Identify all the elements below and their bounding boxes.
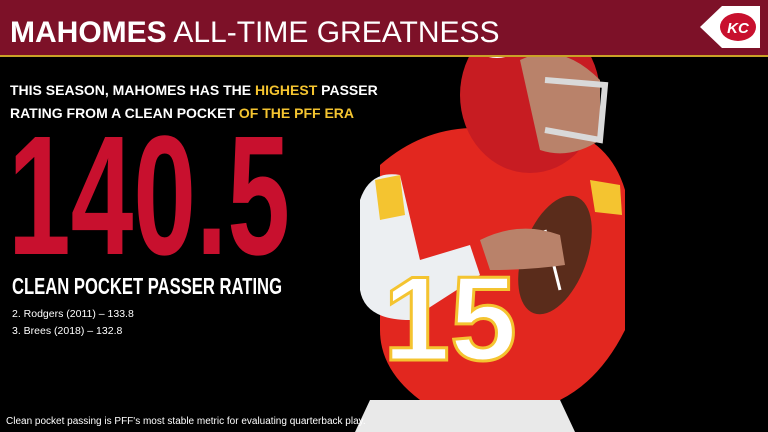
intro-text: PASSER [317,82,377,98]
header-title: MAHOMES ALL-TIME GREATNESS [10,16,500,49]
title-bold: MAHOMES [10,16,167,49]
intro-text: THIS SEASON, MAHOMES HAS THE [10,82,255,98]
intro-highlight: HIGHEST [255,82,318,98]
intro-line-1: THIS SEASON, MAHOMES HAS THE HIGHEST PAS… [10,82,378,98]
header-bar [0,0,768,55]
intro-highlight: OF THE PFF ERA [239,105,354,121]
team-logo: KC [700,6,760,48]
ranking-item: 2. Rodgers (2011) – 133.8 [12,308,134,320]
intro-line-2: RATING FROM A CLEAN POCKET OF THE PFF ER… [10,105,354,121]
intro-text: RATING FROM A CLEAN POCKET [10,105,239,121]
jersey-number: 15 [383,252,516,386]
ranking-item: 3. Brees (2018) – 132.8 [12,325,122,337]
stat-label: CLEAN POCKET PASSER RATING [12,273,282,299]
player-illustration: 15 [355,17,625,432]
footnote: Clean pocket passing is PFF's most stabl… [6,416,366,427]
header-rule [0,55,768,57]
logo-text: KC [727,20,750,37]
stat-value: 140.5 [8,101,290,291]
title-rest: ALL-TIME GREATNESS [173,16,499,49]
